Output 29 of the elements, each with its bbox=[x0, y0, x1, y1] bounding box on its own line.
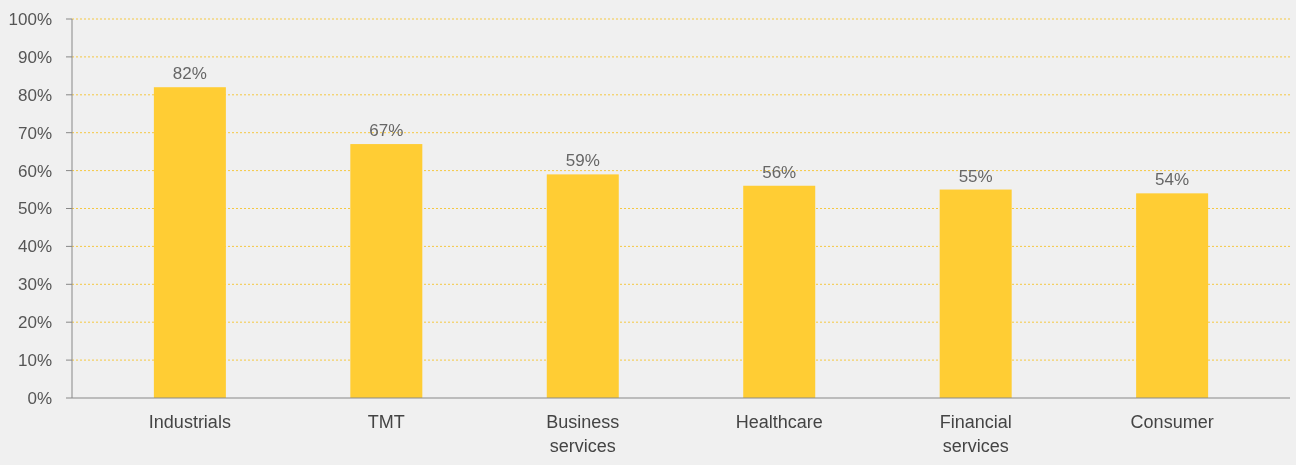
data-label: 59% bbox=[565, 151, 600, 171]
y-tick-label: 60% bbox=[17, 161, 52, 181]
bar bbox=[153, 87, 226, 398]
bar bbox=[350, 144, 423, 398]
data-label: 54% bbox=[1155, 170, 1190, 190]
y-tick-label: 0% bbox=[27, 388, 52, 408]
y-tick-label: 100% bbox=[8, 9, 52, 29]
x-tick-label: Industrials bbox=[148, 412, 231, 432]
y-tick-label: 10% bbox=[17, 351, 52, 371]
data-label: 56% bbox=[762, 162, 797, 182]
data-label: 67% bbox=[369, 121, 404, 141]
x-tick-label: TMT bbox=[367, 412, 405, 432]
x-tick-label: Healthcare bbox=[735, 412, 823, 432]
data-label: 55% bbox=[958, 166, 993, 186]
bar bbox=[743, 185, 816, 398]
y-tick-label: 20% bbox=[17, 313, 52, 333]
x-tick-label: Business services bbox=[546, 412, 620, 456]
data-label: 82% bbox=[172, 64, 207, 84]
bar bbox=[546, 174, 619, 398]
x-tick-label: Consumer bbox=[1130, 412, 1214, 432]
y-tick-label: 50% bbox=[17, 199, 52, 219]
bar bbox=[1136, 193, 1209, 398]
y-tick-label: 30% bbox=[17, 275, 52, 295]
bar bbox=[939, 189, 1012, 398]
y-tick-label: 80% bbox=[17, 85, 52, 105]
x-tick-label: Financial services bbox=[939, 412, 1012, 456]
y-tick-label: 70% bbox=[17, 123, 52, 143]
y-tick-label: 90% bbox=[17, 47, 52, 67]
y-tick-label: 40% bbox=[17, 237, 52, 257]
